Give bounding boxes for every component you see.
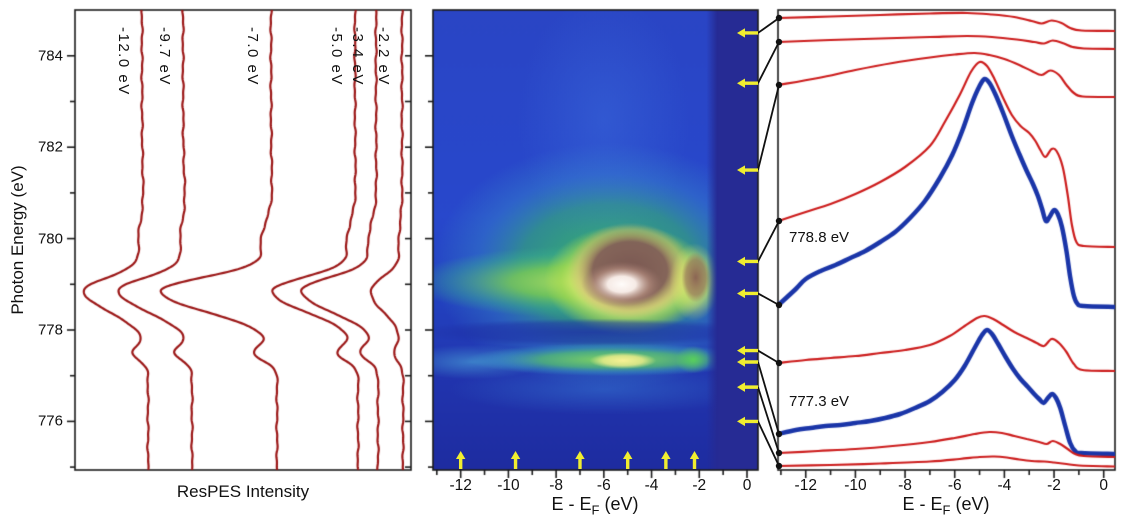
right-x-axis-label-tail: (eV) [950, 494, 990, 514]
right-x-axis-label-main: E - E [902, 494, 943, 514]
cis-curve-label: -9.7 eV [156, 27, 173, 86]
middle-x-tick-label: 0 [742, 477, 752, 494]
middle-x-tick-label: -10 [497, 477, 520, 494]
right-x-tick-label: -10 [844, 477, 867, 494]
middle-x-tick-label: -4 [644, 477, 659, 494]
middle-x-tick-label: -2 [692, 477, 707, 494]
middle-x-axis-label-sub: F [591, 502, 600, 518]
photon-energy-tick-label: 776 [37, 412, 63, 430]
cis-curve-label: -2.2 eV [375, 27, 392, 86]
right-x-tick-label: -2 [1047, 477, 1061, 494]
right-x-tick-label: 0 [1099, 477, 1108, 494]
cis-curve-label: -3.4 eV [349, 27, 366, 86]
photon-energy-tick-label: 784 [37, 47, 63, 65]
right-x-tick-label: -4 [997, 477, 1012, 494]
right-x-tick-label: -6 [947, 477, 962, 494]
middle-x-tick-label: -6 [596, 477, 611, 494]
cis-curve-label: -5.0 eV [328, 27, 345, 86]
right-x-axis-label: E - EF (eV) [903, 494, 990, 518]
middle-x-axis-label-tail: (eV) [599, 494, 639, 514]
edc-label-778-8: 778.8 eV [789, 229, 850, 246]
right-x-axis-label-sub: F [942, 502, 951, 518]
middle-x-tick-label: -12 [449, 477, 472, 494]
middle-x-tick-label: -8 [549, 477, 564, 494]
edc-label-777-3: 777.3 eV [789, 393, 850, 410]
cis-curve-label: -12.0 eV [115, 27, 132, 96]
photon-energy-tick-label: 778 [37, 321, 63, 339]
middle-x-axis-label-main: E - E [551, 494, 592, 514]
middle-x-axis-label: E - EF (eV) [552, 494, 639, 518]
photon-energy-axis-label: Photon Energy (eV) [8, 165, 27, 315]
cis-curve-label: -7.0 eV [244, 27, 261, 86]
respes-intensity-axis-label: ResPES Intensity [176, 482, 310, 501]
right-x-tick-label: -12 [794, 477, 817, 494]
photon-energy-tick-label: 780 [37, 230, 63, 248]
right-x-tick-label: -8 [898, 477, 912, 494]
photon-energy-tick-label: 782 [37, 138, 63, 156]
